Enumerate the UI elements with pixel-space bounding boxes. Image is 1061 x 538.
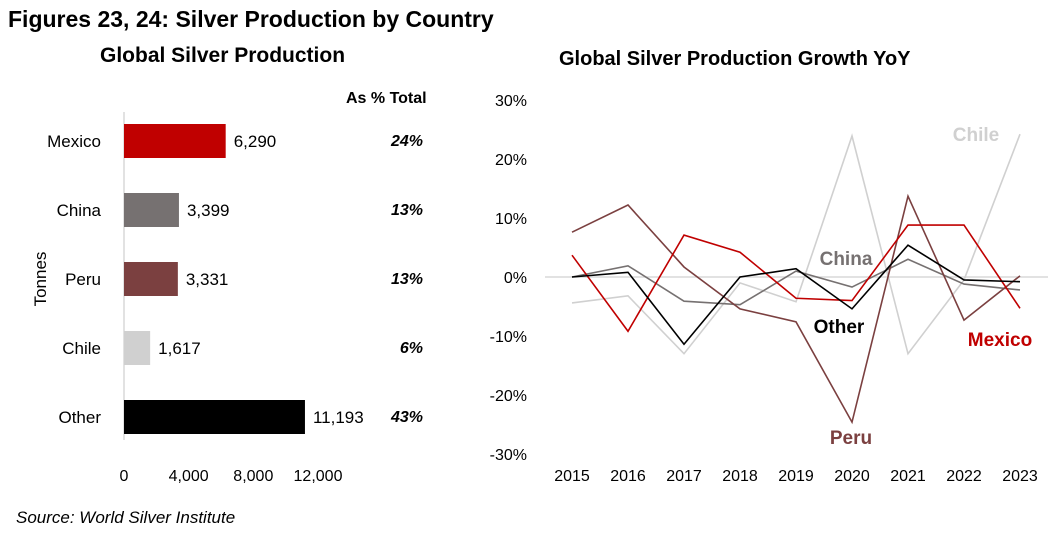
- figure-title: Figures 23, 24: Silver Production by Cou…: [8, 6, 494, 32]
- line-y-tick-label: -20%: [490, 388, 527, 405]
- line-x-tick-label: 2015: [554, 468, 590, 485]
- bar-peru: [124, 262, 178, 296]
- series-label-mexico: Mexico: [968, 330, 1032, 351]
- line-x-tick-label: 2019: [778, 468, 814, 485]
- bar-other: [124, 400, 305, 434]
- line-chart-title: Global Silver Production Growth YoY: [559, 48, 911, 70]
- pct-total-label: 24%: [390, 133, 423, 150]
- bar-china: [124, 193, 179, 227]
- line-y-tick-label: 10%: [495, 211, 527, 228]
- bar-value-label: 6,290: [234, 132, 277, 151]
- line-x-tick-label: 2021: [890, 468, 926, 485]
- series-line-chile: [571, 133, 1021, 356]
- source-note: Source: World Silver Institute: [16, 508, 236, 527]
- series-label-chile: Chile: [953, 125, 999, 146]
- line-x-tick-label: 2016: [610, 468, 646, 485]
- pct-total-label: 6%: [400, 340, 423, 357]
- pct-total-label: 13%: [391, 202, 423, 219]
- bar-x-tick-label: 0: [120, 468, 129, 485]
- bar-category-label: China: [57, 201, 102, 220]
- line-x-tick-label: 2020: [834, 468, 870, 485]
- line-x-tick-label: 2017: [666, 468, 702, 485]
- pct-total-header: As % Total: [346, 90, 427, 107]
- line-x-tick-label: 2018: [722, 468, 758, 485]
- series-label-china: China: [820, 249, 873, 270]
- bar-value-label: 3,331: [186, 270, 229, 289]
- bar-y-axis-label: Tonnes: [31, 252, 50, 307]
- bar-category-label: Peru: [65, 270, 101, 289]
- line-y-tick-label: 20%: [495, 152, 527, 169]
- line-y-tick-label: -30%: [490, 447, 527, 464]
- bar-x-tick-label: 12,000: [294, 468, 343, 485]
- pct-total-label: 13%: [391, 271, 423, 288]
- pct-total-label: 43%: [390, 409, 423, 426]
- bar-x-tick-label: 8,000: [233, 468, 273, 485]
- series-label-other: Other: [814, 317, 865, 338]
- series-line-peru: [571, 193, 1021, 425]
- bar-x-tick-label: 4,000: [169, 468, 209, 485]
- bar-category-label: Chile: [62, 339, 101, 358]
- line-y-tick-label: -10%: [490, 329, 527, 346]
- bar-value-label: 11,193: [313, 408, 364, 427]
- bar-value-label: 3,399: [187, 201, 230, 220]
- series-line-mexico: [571, 224, 1021, 333]
- series-label-peru: Peru: [830, 428, 872, 449]
- line-x-tick-label: 2022: [946, 468, 982, 485]
- line-y-tick-label: 30%: [495, 93, 527, 110]
- line-x-tick-label: 2023: [1002, 468, 1038, 485]
- bar-category-label: Mexico: [47, 132, 101, 151]
- bar-category-label: Other: [58, 408, 101, 427]
- line-chart: -30% -20% -10% 0% 10% 20% 30% 2015 2016 2017 2018 2…: [490, 93, 1048, 485]
- line-y-tick-label: 0%: [504, 270, 527, 287]
- bar-chart: Mexico 6,290 24% China 3,399 13% Peru 3,331 13% C…: [31, 112, 423, 485]
- bar-mexico: [124, 124, 226, 158]
- bar-chile: [124, 331, 151, 365]
- bar-value-label: 1,617: [158, 339, 201, 358]
- bar-chart-title: Global Silver Production: [100, 44, 346, 67]
